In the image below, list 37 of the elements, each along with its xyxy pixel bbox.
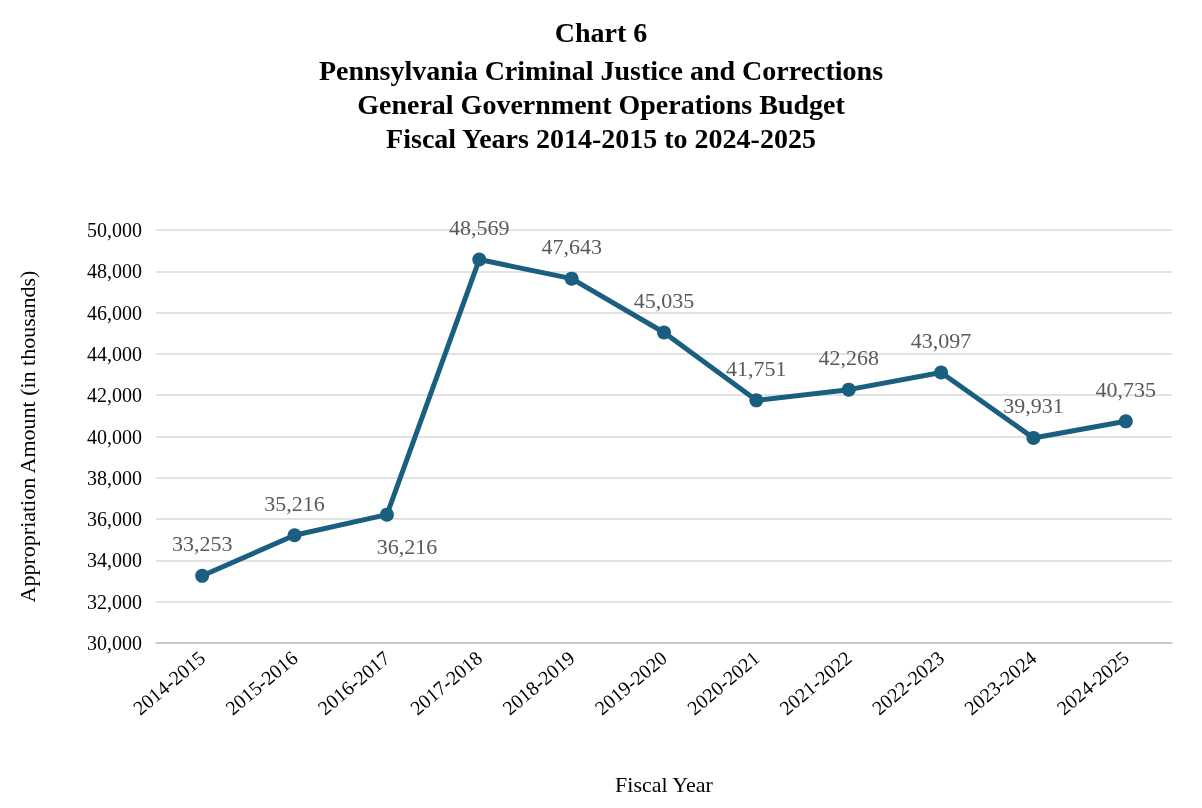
data-label: 41,751 — [726, 355, 787, 381]
y-tick-label: 30,000 — [87, 632, 142, 654]
point — [472, 252, 487, 267]
data-label: 47,643 — [541, 234, 602, 260]
y-tick-label: 46,000 — [87, 301, 142, 324]
y-tick-label: 36,000 — [87, 508, 142, 531]
data-label: 45,035 — [633, 288, 695, 314]
data-label: 48,569 — [449, 215, 510, 241]
point — [1118, 414, 1133, 429]
y-tick-label: 48,000 — [87, 260, 142, 283]
point — [934, 365, 949, 380]
y-tick-label: 44,000 — [87, 342, 142, 365]
y-tick-label: 40,000 — [87, 425, 142, 448]
chart-subtitle: Pennsylvania Criminal Justice and Corrections General Government Operations Budget Fiscal Years 2014-2015 to 2024-2025 — [318, 54, 884, 154]
x-axis-title: Fiscal Year — [615, 771, 714, 797]
point — [379, 507, 394, 522]
y-tick-label: 32,000 — [87, 590, 142, 613]
data-label: 43,097 — [910, 328, 972, 354]
point — [749, 393, 764, 408]
point — [564, 271, 579, 286]
data-label: 39,931 — [1003, 393, 1064, 419]
data-label: 35,216 — [264, 490, 325, 516]
point — [841, 382, 856, 397]
point — [657, 325, 671, 340]
data-label: 40,735 — [1095, 376, 1157, 402]
point — [287, 528, 302, 543]
y-axis-title: Appropriation Amount (in thousands) — [14, 270, 40, 603]
chart-title: Chart 6 — [554, 16, 648, 48]
y-tick-label: 50,000 — [87, 219, 142, 241]
point — [1026, 430, 1041, 445]
y-tick-label: 38,000 — [87, 466, 142, 489]
data-label: 36,216 — [376, 534, 438, 560]
y-tick-label: 34,000 — [87, 549, 142, 572]
data-label: 42,268 — [818, 345, 879, 371]
point — [195, 568, 210, 583]
data-label: 33,253 — [171, 531, 233, 557]
y-tick-label: 42,000 — [87, 384, 142, 407]
